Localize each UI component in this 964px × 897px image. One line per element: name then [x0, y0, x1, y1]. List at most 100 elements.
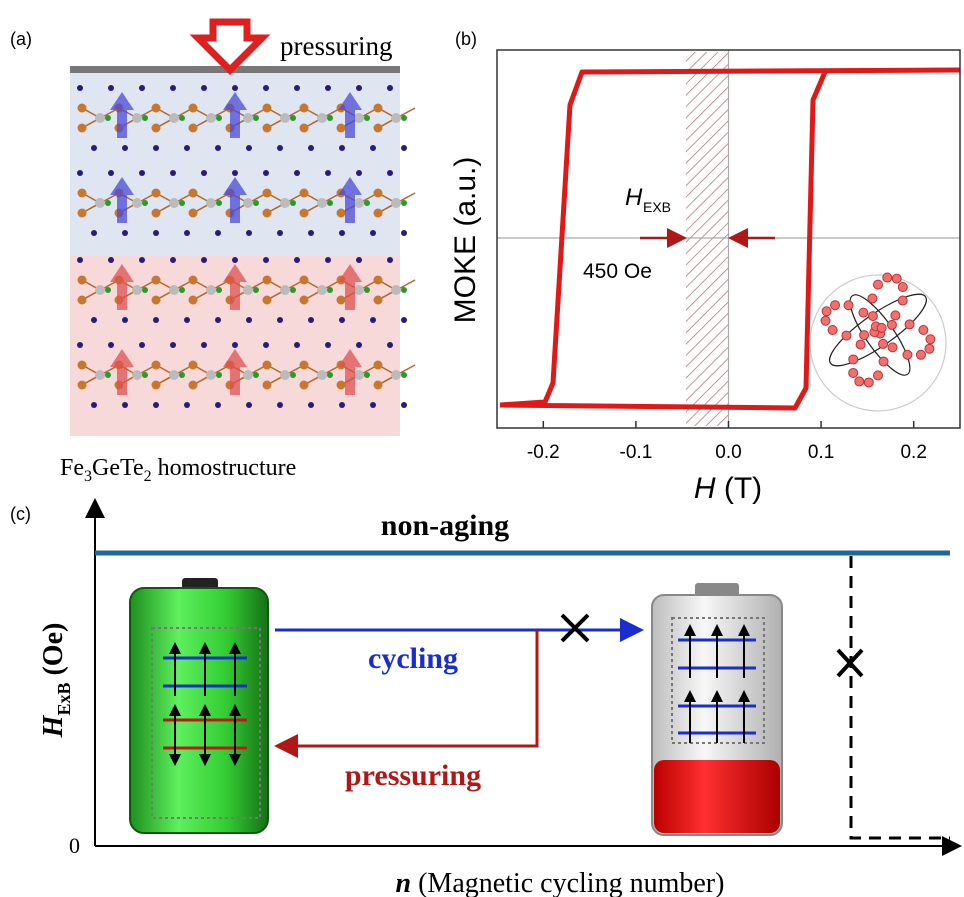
atom: [374, 296, 383, 305]
y-axis-label: HExB (Oe): [38, 623, 74, 739]
atom: [189, 124, 198, 133]
atom: [387, 170, 393, 176]
panel-a: (a) pressuring Fe3GeTe2 homostructure: [10, 22, 415, 485]
inset-point: [856, 340, 865, 349]
inset-point: [891, 311, 900, 320]
atom: [189, 189, 198, 198]
atom: [364, 200, 370, 206]
atom: [290, 287, 296, 293]
atom: [132, 198, 142, 208]
atom: [142, 372, 148, 378]
atom: [290, 115, 296, 121]
atom: [391, 285, 401, 295]
atom: [189, 381, 198, 390]
inset-point: [892, 274, 901, 283]
atom: [201, 170, 207, 176]
atom: [243, 113, 253, 123]
atom: [337, 296, 346, 305]
atom: [243, 198, 253, 208]
atom: [153, 230, 159, 236]
atom: [243, 370, 253, 380]
atom: [401, 287, 407, 293]
atom: [263, 209, 272, 218]
atom: [78, 124, 87, 133]
atom: [189, 361, 198, 370]
atom: [317, 198, 327, 208]
cross: [562, 615, 588, 641]
atom: [77, 257, 83, 263]
atom: [170, 85, 176, 91]
inset-point: [831, 301, 840, 310]
y-origin-label: 0: [69, 833, 80, 858]
atom: [189, 209, 198, 218]
atom: [354, 285, 364, 295]
atom: [184, 230, 190, 236]
atom: [246, 145, 252, 151]
atom: [370, 402, 376, 408]
atom: [170, 342, 176, 348]
inset-point: [888, 343, 897, 352]
top-label: non-aging: [381, 509, 509, 542]
atom: [356, 85, 362, 91]
atom: [152, 361, 161, 370]
atom: [300, 276, 309, 285]
inset-point: [877, 323, 886, 332]
inset-point: [859, 308, 868, 317]
inset-point: [874, 371, 883, 380]
atom: [370, 230, 376, 236]
atom: [300, 381, 309, 390]
inset: [810, 275, 946, 411]
atom: [91, 145, 97, 151]
atom: [325, 342, 331, 348]
atom: [105, 372, 111, 378]
atom: [122, 230, 128, 236]
inset-point: [925, 344, 934, 353]
inset-point: [849, 355, 858, 364]
atom: [108, 85, 114, 91]
inset-point: [883, 273, 892, 282]
atom: [280, 198, 290, 208]
atom: [374, 124, 383, 133]
atom: [246, 230, 252, 236]
atom: [401, 200, 407, 206]
atom: [215, 402, 221, 408]
atom: [374, 104, 383, 113]
atom: [354, 370, 364, 380]
annotation-value: 450 Oe: [583, 260, 652, 283]
atom: [122, 317, 128, 323]
atom: [374, 276, 383, 285]
atom: [263, 104, 272, 113]
atom: [280, 370, 290, 380]
atom: [246, 402, 252, 408]
atom: [95, 285, 105, 295]
atom: [246, 317, 252, 323]
inset-point: [842, 331, 851, 340]
inset-point: [874, 280, 883, 289]
atom: [294, 342, 300, 348]
atom: [122, 145, 128, 151]
atom: [300, 124, 309, 133]
atom: [152, 381, 161, 390]
atom: [169, 113, 179, 123]
atom: [308, 402, 314, 408]
atom: [401, 372, 407, 378]
atom: [91, 230, 97, 236]
atom: [325, 170, 331, 176]
atom: [391, 113, 401, 123]
atom: [339, 402, 345, 408]
atom: [364, 115, 370, 121]
atom: [374, 361, 383, 370]
atom: [401, 317, 407, 323]
atom: [327, 115, 333, 121]
atom: [294, 257, 300, 263]
atom: [290, 372, 296, 378]
atom: [364, 372, 370, 378]
annotation-symbol: H: [625, 184, 643, 211]
inset-point: [926, 335, 935, 344]
atom: [201, 85, 207, 91]
x-axis-label: H (T): [694, 472, 762, 505]
atom: [327, 200, 333, 206]
atom: [170, 170, 176, 176]
x-tick-label: -0.1: [620, 442, 653, 463]
atom: [105, 200, 111, 206]
